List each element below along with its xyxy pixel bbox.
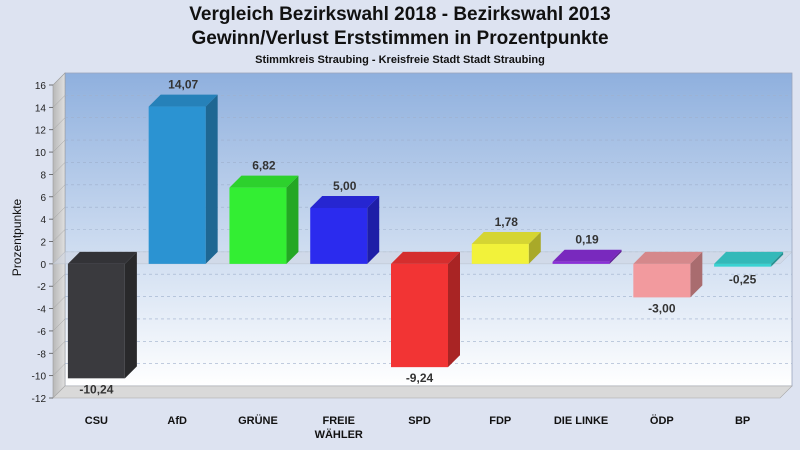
y-tick-label: 2 [40, 238, 46, 249]
bar-top [67, 251, 137, 264]
y-tick-label: -2 [37, 282, 46, 293]
bar-front [471, 243, 529, 264]
gridline-side [52, 117, 66, 130]
data-label: 14,07 [168, 78, 198, 92]
bar-afd[interactable] [148, 94, 218, 264]
y-tick-label: 10 [35, 148, 47, 159]
bar-freie-wähler[interactable] [310, 195, 380, 264]
data-label: 0,19 [575, 233, 599, 247]
data-label: -0,25 [729, 273, 757, 287]
x-tick-label: ÖDP [650, 414, 674, 427]
x-tick-label: WÄHLER [315, 428, 363, 441]
x-tick-label: FREIE [323, 415, 355, 427]
bar-top [714, 251, 784, 264]
bar-top [633, 251, 703, 264]
bar-top [471, 231, 541, 244]
bar-side [448, 251, 460, 368]
bar-top [310, 195, 380, 208]
x-tick-label: DIE LINKE [554, 415, 608, 427]
bar-side [690, 251, 703, 298]
chart-title-line-2: Gewinn/Verlust Erststimmen in Prozentpun… [191, 28, 609, 49]
y-tick-label: 6 [40, 193, 46, 204]
bar-side [771, 251, 784, 267]
bar-front [310, 207, 368, 264]
bar-side [286, 175, 299, 264]
y-tick-label: -4 [37, 305, 46, 316]
y-tick-label: -8 [37, 349, 46, 360]
bar-front [148, 106, 206, 264]
gridline-side [52, 274, 66, 287]
bar-die-linke[interactable] [552, 249, 622, 264]
x-tick-label: AfD [167, 415, 187, 427]
gridline-side [52, 363, 66, 376]
chart-subtitle: Stimmkreis Straubing - Kreisfreie Stadt … [255, 54, 545, 66]
y-tick-label: -12 [32, 394, 47, 405]
x-tick-label: BP [735, 415, 750, 427]
bar-top [391, 251, 460, 264]
y-tick-label: 14 [35, 103, 47, 114]
gridline-side [52, 139, 66, 153]
bar-top [229, 175, 299, 188]
gridline-side [52, 318, 66, 332]
bar-grüne[interactable] [229, 175, 299, 264]
data-label: 6,82 [252, 159, 276, 173]
y-tick-label: 4 [40, 215, 46, 226]
y-tick-label: 8 [40, 170, 46, 181]
bar-side [124, 251, 137, 379]
chart-title-line-1: Vergleich Bezirkswahl 2018 - Bezirkswahl… [189, 4, 611, 25]
x-tick-label: GRÜNE [238, 414, 278, 427]
bar-csu[interactable] [67, 251, 137, 379]
x-tick-label: SPD [408, 415, 431, 427]
gridline-side [52, 296, 66, 309]
y-tick-label: 12 [35, 126, 47, 137]
bar-bp[interactable] [714, 251, 784, 267]
bar-spd[interactable] [391, 251, 460, 368]
gridline-side [52, 95, 66, 108]
gridline-side [52, 206, 66, 220]
x-tick-label: FDP [489, 415, 511, 427]
bar-top [552, 249, 622, 262]
y-tick-label: -10 [32, 372, 47, 383]
y-tick-label: 16 [35, 81, 47, 92]
bar-side [367, 195, 380, 264]
gridline-side [52, 229, 66, 242]
data-label: -9,24 [406, 371, 434, 385]
bar-fdp[interactable] [471, 231, 541, 264]
data-label: -10,24 [79, 382, 113, 396]
y-tick-label: 0 [40, 260, 46, 271]
bar-front [67, 263, 125, 379]
y-axis-label: Prozentpunkte [10, 198, 24, 276]
bar-front [714, 263, 772, 267]
bar-ödp[interactable] [633, 251, 703, 298]
gridline-side [52, 341, 66, 354]
bar-side [609, 249, 622, 264]
plot-floor [52, 385, 793, 399]
bar-side [528, 231, 541, 264]
data-label: 1,78 [495, 215, 519, 229]
bar-front [229, 187, 287, 264]
bar-top [148, 94, 218, 107]
y-tick-label: -6 [37, 327, 46, 338]
bar-side [205, 94, 218, 264]
gridline-side [52, 162, 66, 175]
x-tick-label: CSU [85, 415, 108, 427]
data-label: 5,00 [333, 179, 357, 193]
bar-front [552, 261, 610, 264]
bar-front [391, 263, 448, 368]
data-label: -3,00 [648, 301, 676, 315]
bar-front [633, 263, 691, 298]
gridline-side [52, 184, 66, 197]
